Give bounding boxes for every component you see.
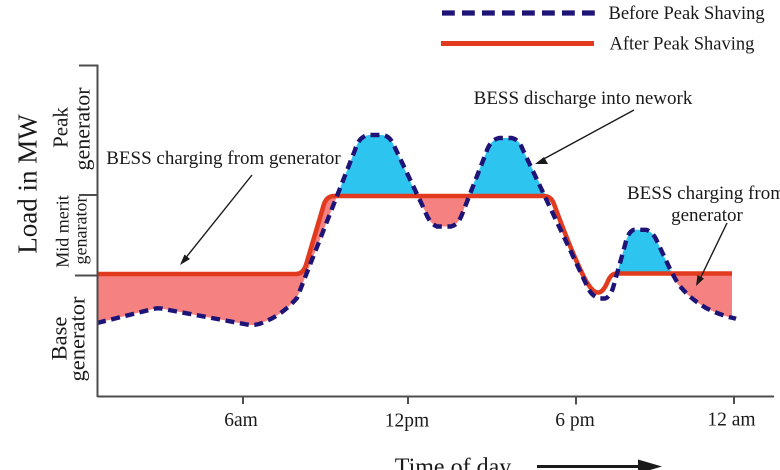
svg-text:generator: generator bbox=[70, 87, 95, 171]
svg-text:Base: Base bbox=[47, 317, 72, 361]
svg-text:6 pm: 6 pm bbox=[555, 410, 595, 431]
svg-text:Peak: Peak bbox=[49, 107, 73, 148]
svg-text:Before Peak Shaving: Before Peak Shaving bbox=[609, 4, 765, 24]
svg-text:6am: 6am bbox=[224, 410, 258, 431]
svg-text:Time of day: Time of day bbox=[395, 455, 511, 470]
svg-text:After Peak Shaving: After Peak Shaving bbox=[610, 35, 755, 55]
svg-text:BESS discharge into nework: BESS discharge into nework bbox=[474, 88, 693, 109]
svg-text:Load in MW: Load in MW bbox=[13, 114, 43, 254]
svg-text:BESS charging from: BESS charging from bbox=[627, 183, 780, 204]
svg-text:generator: generator bbox=[65, 296, 90, 381]
svg-text:BESS charging from generator: BESS charging from generator bbox=[106, 148, 341, 169]
svg-text:Mid merit: Mid merit bbox=[53, 195, 73, 268]
svg-text:12 am: 12 am bbox=[707, 410, 755, 431]
svg-text:genarator: genarator bbox=[71, 197, 91, 265]
svg-text:generator: generator bbox=[671, 205, 743, 226]
svg-text:12pm: 12pm bbox=[385, 411, 429, 432]
